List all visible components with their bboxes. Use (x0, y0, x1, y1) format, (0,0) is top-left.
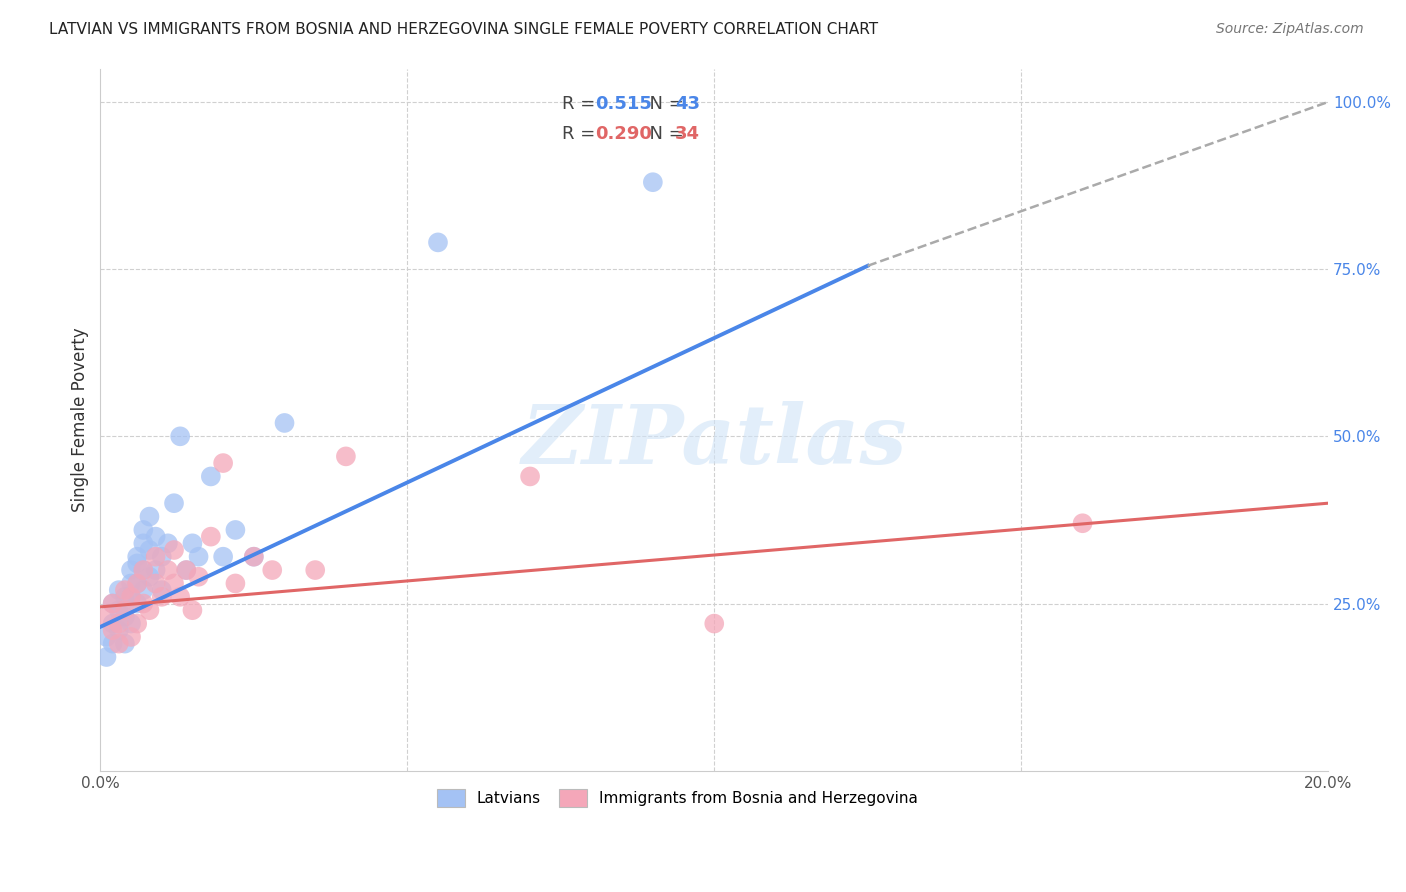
Point (703, 616, 725, 631)
Text: 0.290: 0.290 (595, 125, 652, 143)
Point (138, 570, 160, 584)
Point (120, 563, 142, 577)
Point (519, 469, 541, 483)
Point (96, 630, 118, 644)
Point (120, 630, 142, 644)
Text: R =: R = (562, 95, 600, 113)
Text: N =: N = (638, 125, 689, 143)
Point (138, 543, 160, 558)
Point (176, 563, 198, 577)
Point (101, 637, 124, 651)
Point (156, 563, 179, 577)
Text: R =: R = (562, 125, 600, 143)
Point (132, 536, 155, 550)
Point (163, 496, 186, 510)
Point (127, 597, 149, 611)
Point (335, 450, 357, 464)
Point (641, 175, 664, 189)
Point (150, 583, 173, 598)
Point (132, 583, 155, 598)
Point (101, 597, 124, 611)
Point (127, 549, 149, 564)
Point (138, 603, 160, 617)
Point (181, 536, 204, 550)
Point (150, 590, 173, 604)
Point (107, 616, 129, 631)
Point (304, 563, 326, 577)
Point (101, 624, 124, 638)
Point (187, 549, 209, 564)
Point (107, 603, 129, 617)
Point (200, 530, 222, 544)
Legend: Latvians, Immigrants from Bosnia and Herzegovina: Latvians, Immigrants from Bosnia and Her… (427, 780, 927, 815)
Point (1071, 516, 1094, 531)
Point (101, 616, 124, 631)
Point (107, 637, 129, 651)
Point (101, 597, 124, 611)
Point (127, 616, 149, 631)
Point (273, 416, 295, 430)
Point (127, 576, 149, 591)
Point (156, 536, 179, 550)
Point (114, 590, 136, 604)
Point (132, 597, 155, 611)
Point (127, 576, 149, 591)
Point (181, 603, 204, 617)
Point (187, 570, 209, 584)
Point (150, 549, 173, 564)
Text: 43: 43 (675, 95, 700, 113)
Point (243, 549, 266, 564)
Point (132, 563, 155, 577)
Point (200, 469, 222, 483)
Point (243, 549, 266, 564)
Point (120, 616, 142, 631)
Text: 0.515: 0.515 (595, 95, 652, 113)
Point (427, 235, 450, 250)
Point (262, 563, 284, 577)
Point (120, 590, 142, 604)
Point (107, 583, 129, 598)
Point (114, 583, 136, 598)
Point (114, 603, 136, 617)
Point (120, 590, 142, 604)
Point (163, 576, 186, 591)
Point (96, 650, 118, 665)
Point (114, 637, 136, 651)
Point (96, 610, 118, 624)
Point (224, 576, 246, 591)
Point (176, 563, 198, 577)
Y-axis label: Single Female Poverty: Single Female Poverty (72, 327, 89, 512)
Point (107, 624, 129, 638)
Point (114, 610, 136, 624)
Text: LATVIAN VS IMMIGRANTS FROM BOSNIA AND HERZEGOVINA SINGLE FEMALE POVERTY CORRELAT: LATVIAN VS IMMIGRANTS FROM BOSNIA AND HE… (49, 22, 879, 37)
Point (120, 576, 142, 591)
Point (163, 543, 186, 558)
Text: Source: ZipAtlas.com: Source: ZipAtlas.com (1216, 22, 1364, 37)
Text: ZIPatlas: ZIPatlas (522, 401, 907, 481)
Point (145, 530, 167, 544)
Point (169, 590, 191, 604)
Point (145, 549, 167, 564)
Point (138, 509, 160, 524)
Text: N =: N = (638, 95, 689, 113)
Point (224, 523, 246, 537)
Point (127, 557, 149, 571)
Point (169, 429, 191, 443)
Point (132, 523, 155, 537)
Point (132, 563, 155, 577)
Point (212, 456, 235, 470)
Point (212, 549, 235, 564)
Point (145, 576, 167, 591)
Point (145, 563, 167, 577)
Text: 34: 34 (675, 125, 700, 143)
